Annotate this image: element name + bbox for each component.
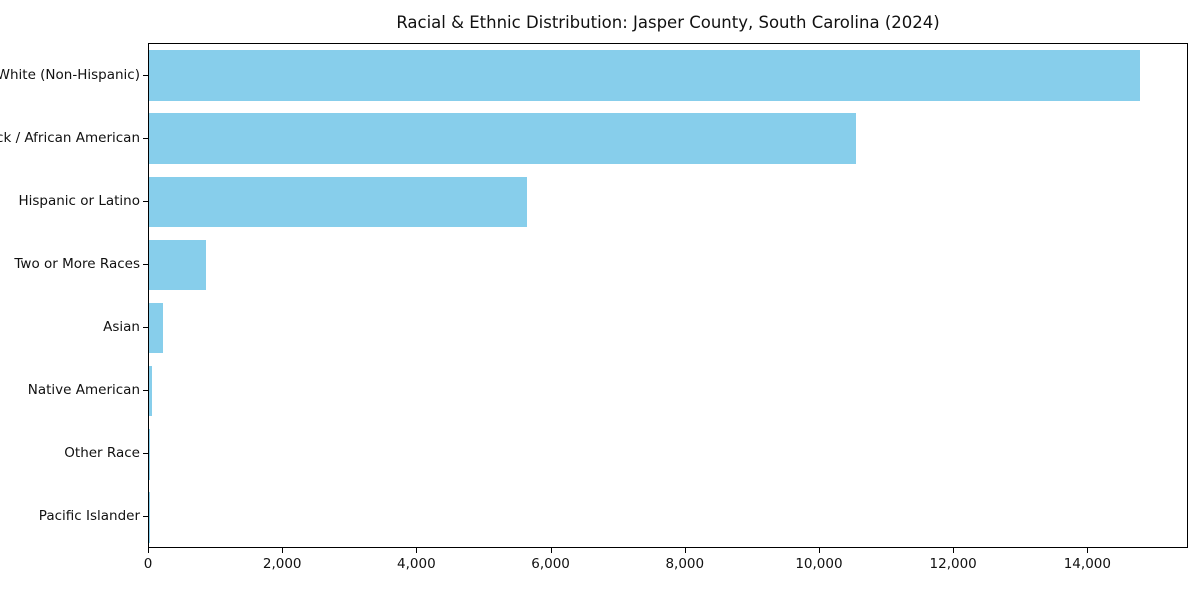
y-tick bbox=[143, 137, 148, 139]
x-tick bbox=[1087, 548, 1089, 553]
y-axis-label: Asian bbox=[103, 319, 140, 336]
x-tick bbox=[550, 548, 552, 553]
y-tick bbox=[143, 390, 148, 392]
y-axis-label: Hispanic or Latino bbox=[18, 192, 140, 209]
x-tick bbox=[282, 548, 284, 553]
y-axis-label: Pacific Islander bbox=[38, 508, 140, 525]
x-tick-label: 6,000 bbox=[531, 556, 570, 572]
bar bbox=[149, 176, 528, 228]
x-tick-label: 14,000 bbox=[1063, 556, 1111, 572]
bar bbox=[149, 429, 151, 480]
x-tick bbox=[148, 548, 149, 553]
y-axis-label: Native American bbox=[27, 382, 140, 399]
bar bbox=[149, 302, 164, 354]
bar bbox=[149, 365, 152, 417]
x-tick bbox=[684, 548, 686, 553]
chart-title: Racial & Ethnic Distribution: Jasper Cou… bbox=[396, 13, 940, 32]
x-tick-label: 8,000 bbox=[665, 556, 705, 572]
x-tick-label: 10,000 bbox=[795, 556, 843, 572]
y-tick bbox=[143, 263, 148, 265]
y-axis-label: White (Non-Hispanic) bbox=[0, 66, 140, 83]
y-axis-label: Black / African American bbox=[0, 129, 140, 146]
bar bbox=[149, 113, 856, 164]
bar bbox=[149, 50, 1141, 101]
y-tick bbox=[143, 74, 148, 76]
bar bbox=[149, 239, 206, 291]
bar bbox=[149, 492, 150, 543]
x-tick-label: 4,000 bbox=[397, 556, 436, 572]
y-tick bbox=[143, 327, 148, 329]
x-tick-label: 12,000 bbox=[929, 556, 977, 572]
x-tick-label: 0 bbox=[143, 556, 153, 572]
plot-area bbox=[148, 43, 1188, 548]
x-tick bbox=[416, 548, 418, 553]
x-tick bbox=[953, 548, 955, 553]
y-tick bbox=[143, 453, 148, 455]
y-tick bbox=[143, 200, 148, 202]
y-axis-label: Two or More Races bbox=[14, 255, 140, 272]
x-tick bbox=[818, 548, 820, 553]
x-tick-label: 2,000 bbox=[262, 556, 302, 572]
y-axis-label: Other Race bbox=[64, 445, 140, 462]
y-tick bbox=[143, 516, 148, 518]
